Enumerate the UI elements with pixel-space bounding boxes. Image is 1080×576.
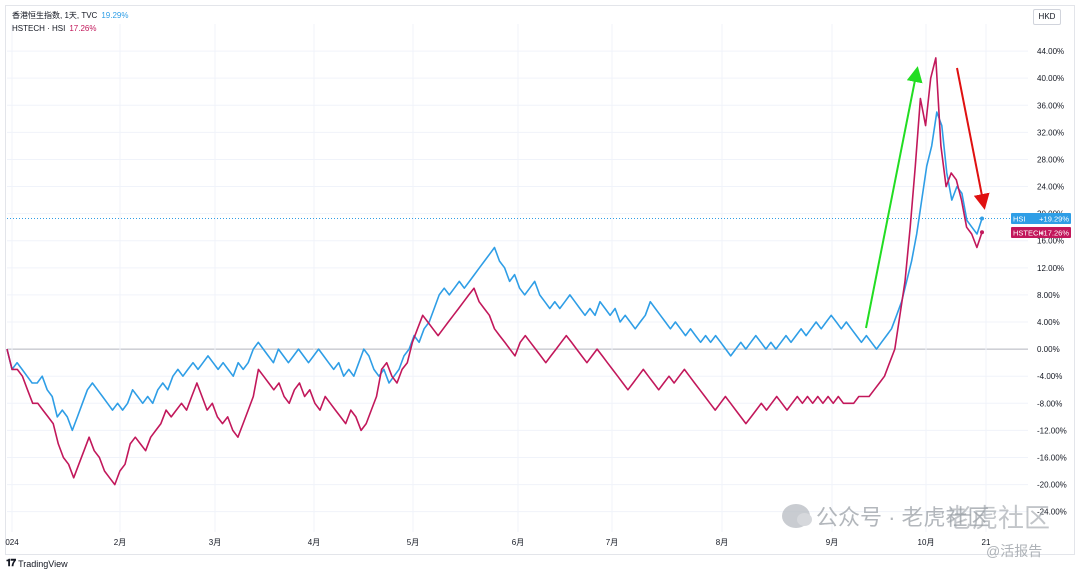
price-badge-name: HSTECH: [1013, 229, 1044, 238]
y-tick-label: 4.00%: [1037, 318, 1060, 327]
series-line-hsi: [6, 111, 983, 432]
y-tick-label: 36.00%: [1037, 101, 1064, 110]
tradingview-brand: TradingView: [18, 558, 68, 569]
x-tick-label: 7月: [606, 538, 618, 547]
x-tick-label: 024: [5, 538, 19, 547]
x-tick-label: 4月: [308, 538, 320, 547]
x-tick-label: 10月: [918, 538, 935, 547]
x-tick-label: 9月: [826, 538, 838, 547]
watermark-text-2: 老虎社区: [946, 503, 1051, 533]
last-point-hsi: [980, 216, 984, 221]
y-tick-label: -16.00%: [1037, 453, 1067, 462]
y-tick-label: -24.00%: [1037, 508, 1067, 517]
y-tick-label: 40.00%: [1037, 74, 1064, 83]
currency-button[interactable]: HKD: [1033, 9, 1061, 25]
y-tick-label: 8.00%: [1037, 291, 1060, 300]
legend-hsi-value: 19.29%: [101, 11, 129, 20]
tradingview-logo-icon: 𝟏𝟕: [6, 558, 16, 569]
x-tick-label: 3月: [209, 538, 221, 547]
y-tick-label: 24.00%: [1037, 183, 1064, 192]
y-tick-label: 32.00%: [1037, 128, 1064, 137]
price-badge-value: +17.26%: [1039, 229, 1069, 238]
series-line-hstech: [6, 57, 983, 486]
x-tick-label: 21: [982, 538, 991, 547]
legend-hstech-value: 17.26%: [69, 24, 97, 33]
last-point-hstech: [980, 230, 984, 235]
y-tick-label: -20.00%: [1037, 481, 1067, 490]
watermark-text-3: @活报告: [986, 543, 1043, 559]
tradingview-footer[interactable]: 𝟏𝟕 TradingView: [6, 558, 68, 569]
y-tick-label: 0.00%: [1037, 345, 1060, 354]
y-tick-label: 16.00%: [1037, 237, 1064, 246]
x-tick-label: 2月: [114, 538, 126, 547]
legend: 香港恒生指数, 1天, TVC 19.29% HSTECH · HSI 17.26%: [12, 9, 128, 35]
x-tick-label: 6月: [512, 538, 524, 547]
watermark: 公众号 · 老虎社区: [782, 500, 990, 532]
price-badge-value: +19.29%: [1039, 215, 1069, 224]
y-tick-label: -4.00%: [1037, 372, 1062, 381]
legend-hsi[interactable]: 香港恒生指数, 1天, TVC 19.29%: [12, 9, 128, 22]
price-badge-hstech: [1011, 227, 1071, 238]
legend-hstech[interactable]: HSTECH · HSI 17.26%: [12, 22, 128, 35]
price-badge-name: HSI: [1013, 215, 1026, 224]
x-tick-label: 8月: [716, 538, 728, 547]
price-badge-hsi: [1011, 213, 1071, 224]
wechat-icon: [782, 504, 812, 528]
y-tick-label: -8.00%: [1037, 399, 1062, 408]
y-tick-label: 44.00%: [1037, 47, 1064, 56]
up-arrow: [865, 66, 923, 329]
chart-frame: [5, 5, 1075, 555]
y-tick-label: -12.00%: [1037, 426, 1067, 435]
down-arrow: [956, 67, 990, 210]
x-tick-label: 5月: [407, 538, 419, 547]
legend-hsi-title: 香港恒生指数, 1天, TVC: [12, 11, 98, 20]
y-tick-label: 28.00%: [1037, 155, 1064, 164]
y-tick-label: 12.00%: [1037, 264, 1064, 273]
watermark-text: 公众号 · 老虎社区: [816, 505, 990, 530]
legend-hstech-title: HSTECH · HSI: [12, 24, 66, 33]
